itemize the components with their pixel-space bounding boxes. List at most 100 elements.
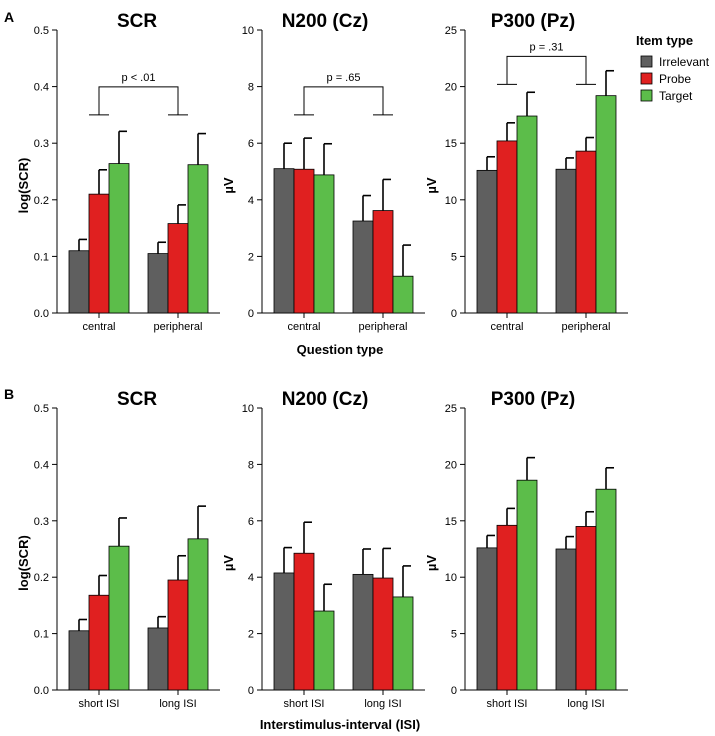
chart-a-scr-ytick-label: 0.1 — [34, 251, 49, 263]
chart-a-p300-pz-category-label: central — [490, 321, 523, 333]
chart-a-p300-pz: P300 (Pz) µV 0 5 10 15 20 25 central peripheral p … — [424, 11, 628, 333]
chart-b-scr-ylabel: log(SCR) — [16, 535, 31, 591]
chart-b-scr-bar-probe-long-isi — [167, 579, 189, 691]
legend-label-target: Target — [659, 89, 693, 103]
chart-a-p300-pz-ytick-label: 15 — [445, 138, 457, 150]
chart-a-p300-pz-bar-irrelevant-peripheral — [555, 168, 577, 314]
chart-b-n200-cz-bar-irrelevant-long-isi — [352, 573, 374, 691]
chart-b-n200-cz-bar-probe-short-isi — [293, 552, 315, 691]
chart-b-p300-pz-ytick-label: 5 — [451, 629, 457, 641]
chart-a-scr-ytick-label: 0.3 — [34, 138, 49, 150]
chart-a-p300-pz-ytick-label: 20 — [445, 82, 457, 94]
chart-b-n200-cz-ytick-label: 6 — [248, 516, 254, 528]
chart-b-scr-bar-target-long-isi — [187, 538, 209, 691]
chart-a-n200-cz-ytick-label: 2 — [248, 251, 254, 263]
chart-b-n200-cz-category-label: long ISI — [364, 698, 401, 710]
legend-swatch-target — [640, 89, 653, 102]
chart-b-p300-pz-ytick-label: 25 — [445, 403, 457, 415]
chart-a-scr-ytick-label: 0.4 — [34, 82, 49, 94]
chart-a-p300-pz-significance-bracket — [497, 55, 596, 85]
chart-b-p300-pz-bar-probe-short-isi — [496, 524, 518, 691]
chart-b-n200-cz-ytick-label: 10 — [242, 403, 254, 415]
chart-a-p300-pz-ytick-label: 0 — [451, 308, 457, 320]
chart-b-n200-cz-ytick-label: 2 — [248, 629, 254, 641]
chart-b-p300-pz-bar-irrelevant-short-isi — [476, 547, 498, 691]
chart-b-p300-pz-bar-probe-long-isi — [575, 526, 597, 691]
chart-b-scr-category-label: short ISI — [79, 698, 120, 710]
chart-a-n200-cz-bar-target-central — [313, 174, 335, 314]
chart-a-n200-cz-category-label: peripheral — [359, 321, 408, 333]
legend: Item type Irrelevant Probe Target — [636, 33, 710, 103]
chart-b-scr-ytick-label: 0.0 — [34, 685, 49, 697]
chart-b-n200-cz-bar-target-short-isi — [313, 610, 335, 691]
chart-a-p300-pz-bar-target-central — [516, 115, 538, 314]
chart-a-scr-bar-probe-peripheral — [167, 223, 189, 314]
legend-label-probe: Probe — [659, 72, 691, 86]
chart-a-scr-bar-target-central — [108, 163, 130, 314]
chart-b-scr-bar-irrelevant-long-isi — [147, 627, 169, 691]
chart-b-p300-pz-category-label: long ISI — [567, 698, 604, 710]
panel-letter-b: B — [4, 386, 14, 402]
chart-a-n200-cz-category-label: central — [287, 321, 320, 333]
chart-a-n200-cz-bar-probe-peripheral — [372, 210, 394, 314]
chart-a-p300-pz-bar-irrelevant-central — [476, 169, 498, 314]
chart-a-n200-cz-ytick-label: 4 — [248, 195, 254, 207]
chart-a-n200-cz-ylabel: µV — [221, 177, 236, 193]
chart-b-p300-pz-bar-target-long-isi — [595, 488, 617, 691]
chart-a-n200-cz-bar-irrelevant-peripheral — [352, 220, 374, 314]
chart-a-scr-bar-target-peripheral — [187, 164, 209, 314]
chart-b-p300-pz-ylabel: µV — [424, 555, 439, 571]
chart-b-n200-cz-category-label: short ISI — [284, 698, 325, 710]
chart-b-scr-ytick-label: 0.2 — [34, 572, 49, 584]
chart-b-scr-title: SCR — [117, 389, 157, 410]
chart-b-scr-ytick-label: 0.4 — [34, 459, 49, 471]
chart-a-p300-pz-title: P300 (Pz) — [491, 11, 575, 32]
chart-a-scr: SCR log(SCR) 0.0 0.1 0.2 0.3 0.4 0.5 central peri… — [16, 11, 220, 333]
legend-label-irrelevant: Irrelevant — [659, 55, 710, 69]
chart-a-n200-cz-significance-bracket — [294, 86, 393, 116]
chart-a-n200-cz-bar-probe-central — [293, 168, 315, 314]
chart-b-n200-cz-bar-irrelevant-short-isi — [273, 572, 295, 691]
chart-a-p300-pz-bar-target-peripheral — [595, 95, 617, 314]
chart-a-scr-category-label: central — [82, 321, 115, 333]
chart-b-n200-cz-title: N200 (Cz) — [282, 389, 369, 410]
chart-a-n200-cz-ytick-label: 0 — [248, 308, 254, 320]
chart-b-p300-pz-bar-target-short-isi — [516, 479, 538, 691]
chart-a-p300-pz-bar-probe-peripheral — [575, 150, 597, 314]
chart-b-n200-cz-bar-probe-long-isi — [372, 577, 394, 691]
chart-b-n200-cz-ytick-label: 4 — [248, 572, 254, 584]
chart-b-n200-cz-ytick-label: 0 — [248, 685, 254, 697]
chart-b-n200-cz: N200 (Cz) µV 0 2 4 6 8 10 short ISI long ISI — [221, 389, 425, 710]
chart-a-n200-cz-ytick-label: 6 — [248, 138, 254, 150]
chart-a-scr-ytick-label: 0.0 — [34, 308, 49, 320]
chart-a-n200-cz-bar-irrelevant-central — [273, 168, 295, 314]
chart-a-n200-cz-ytick-label: 8 — [248, 82, 254, 94]
chart-b-n200-cz-bar-target-long-isi — [392, 596, 414, 691]
chart-a-n200-cz-bar-target-peripheral — [392, 275, 414, 314]
row-a-x-title: Question type — [297, 342, 384, 357]
chart-b-scr-ytick-label: 0.1 — [34, 629, 49, 641]
chart-a-scr-category-label: peripheral — [154, 321, 203, 333]
chart-a-p300-pz-ylabel: µV — [424, 177, 439, 193]
legend-swatch-irrelevant — [640, 55, 653, 68]
chart-a-n200-cz-ytick-label: 10 — [242, 25, 254, 37]
chart-b-p300-pz-bar-irrelevant-long-isi — [555, 548, 577, 691]
chart-b-n200-cz-ytick-label: 8 — [248, 459, 254, 471]
chart-a-p300-pz-ytick-label: 10 — [445, 195, 457, 207]
legend-title: Item type — [636, 33, 693, 48]
chart-b-p300-pz-ytick-label: 20 — [445, 459, 457, 471]
chart-a-scr-ytick-label: 0.5 — [34, 25, 49, 37]
chart-b-scr-bar-irrelevant-short-isi — [68, 630, 90, 691]
chart-a-p300-pz-significance-label: p = .31 — [530, 41, 564, 53]
chart-a-p300-pz-ytick-label: 5 — [451, 251, 457, 263]
chart-a-p300-pz-category-label: peripheral — [562, 321, 611, 333]
chart-a-n200-cz: N200 (Cz) µV 0 2 4 6 8 10 central peripheral p = .… — [221, 11, 425, 333]
chart-b-scr-bar-probe-short-isi — [88, 594, 110, 691]
chart-b-scr-bar-target-short-isi — [108, 545, 130, 691]
chart-b-scr-ytick-label: 0.3 — [34, 516, 49, 528]
chart-b-p300-pz-title: P300 (Pz) — [491, 389, 575, 410]
chart-b-scr-ytick-label: 0.5 — [34, 403, 49, 415]
chart-a-p300-pz-bar-probe-central — [496, 140, 518, 314]
chart-a-scr-title: SCR — [117, 11, 157, 32]
